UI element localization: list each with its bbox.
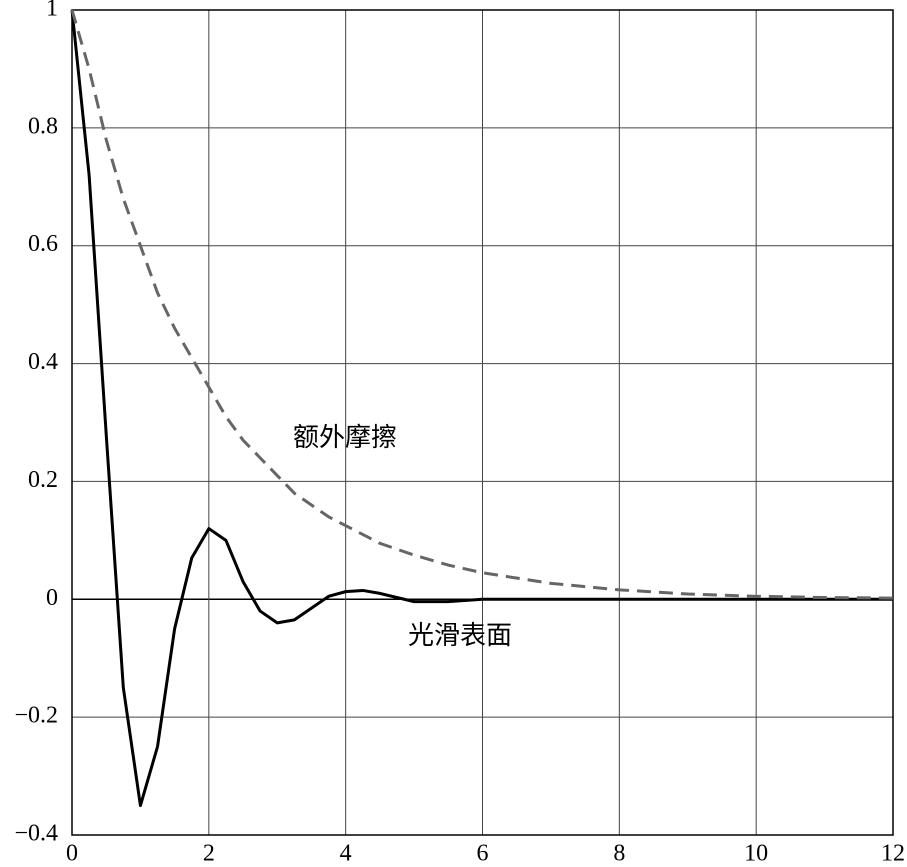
series-line — [70, 9, 894, 600]
y-tick-label: −0.4 — [14, 821, 58, 847]
x-tick-label: 10 — [744, 841, 768, 867]
y-tick-label: 0.4 — [28, 349, 58, 375]
y-tick-label: 0.6 — [28, 231, 58, 257]
series-annotation: 光滑表面 — [408, 621, 512, 650]
x-tick-label: 12 — [881, 841, 905, 867]
x-tick-label: 8 — [613, 841, 625, 867]
y-tick-label: 0.2 — [28, 467, 58, 493]
x-tick-label: 0 — [66, 841, 78, 867]
y-tick-label: 1 — [46, 0, 58, 22]
y-tick-label: 0.8 — [28, 113, 58, 139]
y-tick-label: 0 — [46, 585, 58, 611]
series-line — [70, 9, 893, 808]
series-annotation: 额外摩擦 — [293, 423, 397, 452]
x-tick-label: 2 — [203, 841, 215, 867]
plot-frame — [71, 9, 894, 836]
x-tick-label: 4 — [340, 841, 352, 867]
y-tick-label: −0.2 — [14, 703, 58, 729]
x-tick-label: 6 — [477, 841, 489, 867]
